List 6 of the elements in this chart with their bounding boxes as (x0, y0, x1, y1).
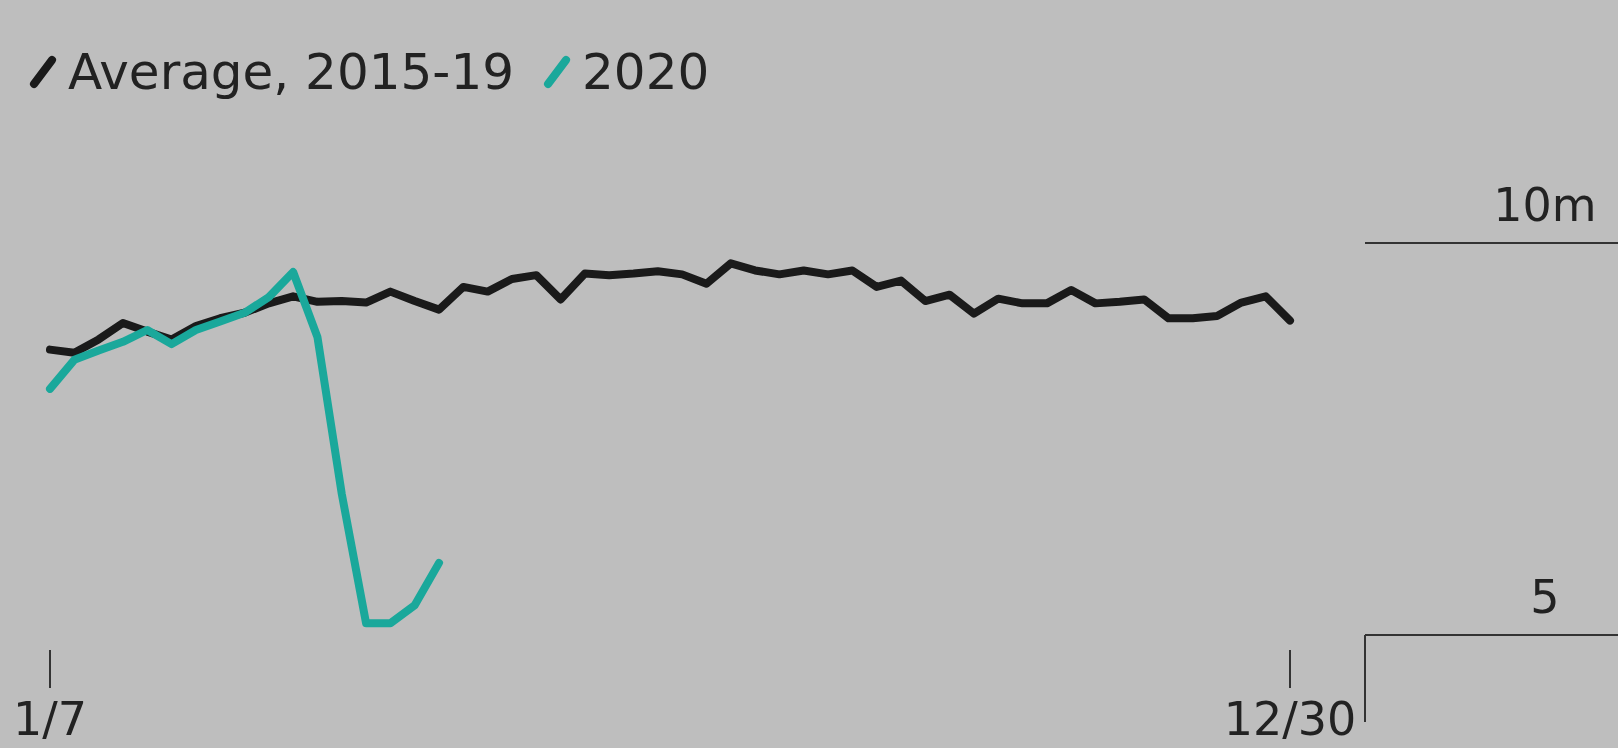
x-tick-label: 12/30 (1223, 692, 1357, 746)
y-tick-label: 10m (1493, 178, 1597, 232)
x-tick-label: 1/7 (12, 692, 88, 746)
legend-label: Average, 2015-19 (68, 43, 515, 101)
y-tick-label: 5 (1530, 570, 1560, 624)
legend-label: 2020 (582, 43, 710, 101)
